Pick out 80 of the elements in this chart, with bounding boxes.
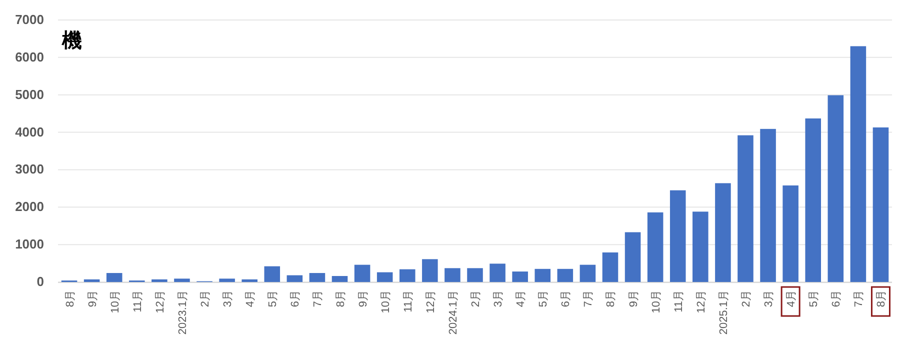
bar — [444, 268, 460, 282]
bar — [850, 46, 866, 282]
x-tick-label: 4月 — [786, 290, 798, 308]
bar — [242, 279, 258, 282]
x-tick-label: 8月 — [64, 290, 76, 308]
x-tick-label: 6月 — [290, 290, 302, 308]
bar — [647, 212, 664, 282]
x-tick-label: 5月 — [538, 290, 550, 308]
bar — [174, 278, 190, 282]
x-tick-label: 8月 — [876, 290, 888, 308]
bar — [580, 264, 596, 282]
bar — [872, 127, 889, 282]
x-tick-label: 10月 — [650, 290, 662, 314]
y-tick-label: 2000 — [15, 199, 44, 214]
bar — [399, 269, 416, 282]
x-tick-label: 7月 — [582, 290, 595, 308]
x-tick-label: 8月 — [605, 290, 618, 308]
x-tick-label: 3月 — [222, 290, 234, 308]
y-axis-title: 機 — [61, 30, 82, 52]
x-tick-label: 4月 — [244, 290, 257, 308]
bar — [670, 190, 686, 282]
bar — [354, 264, 370, 282]
bar — [422, 259, 438, 282]
bar — [376, 272, 393, 282]
x-tick-label: 2月 — [740, 290, 752, 308]
x-tick-label: 11月 — [672, 290, 685, 312]
bar — [332, 276, 348, 282]
bar — [512, 272, 528, 282]
bar — [490, 264, 506, 282]
x-tick-label: 10月 — [380, 290, 392, 314]
y-tick-label: 5000 — [15, 86, 44, 102]
x-tick-label: 9月 — [628, 290, 640, 308]
bar — [286, 275, 303, 282]
x-tick-label: 2023.1月 — [176, 290, 189, 335]
x-tick-label: 12月 — [695, 290, 708, 314]
y-tick-label: 1000 — [15, 236, 44, 252]
bar — [219, 278, 235, 282]
x-tick-label: 3月 — [492, 290, 505, 308]
bar — [782, 185, 798, 282]
bar — [264, 266, 280, 282]
x-tick-label: 10月 — [109, 290, 122, 314]
x-tick-label: 6月 — [560, 290, 572, 308]
x-tick-label: 8月 — [334, 290, 347, 308]
x-tick-label: 7月 — [853, 290, 866, 308]
bar — [692, 212, 708, 282]
bar — [715, 183, 731, 282]
x-tick-label: 11月 — [402, 290, 414, 312]
x-tick-label: 11月 — [132, 290, 144, 312]
bar — [309, 273, 326, 282]
bar — [602, 252, 618, 282]
bar — [84, 279, 100, 282]
x-tick-label: 7月 — [312, 290, 324, 308]
bar — [624, 232, 641, 282]
x-tick-label: 2月 — [470, 290, 482, 308]
x-tick-label: 6月 — [830, 290, 843, 308]
y-tick-label: 0 — [36, 274, 44, 289]
bar — [152, 279, 168, 282]
x-tick-label: 12月 — [424, 290, 437, 314]
x-tick-label: 5月 — [808, 290, 820, 308]
x-tick-label: 9月 — [357, 290, 370, 308]
y-tick-label: 6000 — [15, 49, 44, 64]
bar — [534, 268, 551, 282]
bar — [805, 118, 821, 282]
bar — [467, 268, 483, 282]
x-tick-label: 12月 — [154, 290, 166, 314]
bar — [828, 95, 844, 282]
y-tick-label: 4000 — [15, 124, 44, 140]
bar — [557, 268, 574, 282]
x-tick-label: 5月 — [267, 290, 280, 308]
x-tick-label: 4月 — [515, 290, 528, 308]
y-tick-label: 7000 — [15, 12, 44, 27]
x-tick-label: 3月 — [763, 290, 776, 308]
x-tick-label: 2024.1月 — [447, 290, 460, 335]
x-tick-label: 2月 — [200, 290, 212, 308]
bar — [760, 128, 776, 282]
bar — [106, 273, 122, 282]
x-tick-label: 2025.1月 — [718, 290, 730, 335]
y-tick-label: 3000 — [15, 162, 44, 177]
x-tick-label: 9月 — [86, 290, 99, 308]
bar — [738, 135, 754, 282]
